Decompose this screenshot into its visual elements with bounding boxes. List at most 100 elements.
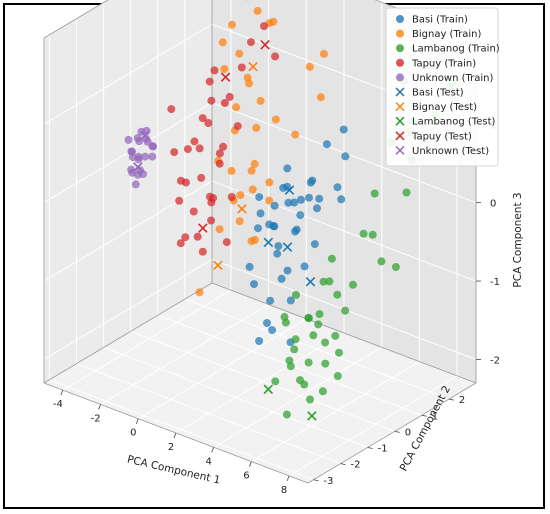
train-point-marker: [318, 387, 327, 396]
train-point-marker: [263, 319, 271, 327]
train-point-marker: [254, 224, 262, 233]
series-tapuy-train: [167, 22, 280, 256]
train-point-marker: [274, 242, 283, 251]
series-bignay-test: [213, 61, 258, 270]
train-point-marker: [284, 198, 293, 207]
train-point-marker: [339, 125, 348, 134]
train-point-marker: [266, 296, 275, 305]
legend-entry: Tapuy (Test): [395, 131, 472, 142]
tick-mark: [448, 398, 454, 401]
train-point-marker: [247, 38, 255, 47]
train-point-marker: [198, 114, 207, 123]
y-tick-label: -2: [351, 460, 361, 471]
legend-label: Bignay (Test): [412, 102, 477, 113]
train-point-marker: [253, 6, 262, 15]
train-point-marker: [321, 359, 330, 368]
train-point-marker: [228, 20, 236, 29]
train-point-marker: [131, 180, 140, 189]
train-point-marker: [321, 338, 330, 347]
test-point-marker: [307, 411, 317, 421]
train-point-marker: [148, 142, 157, 151]
train-point-marker: [269, 222, 278, 230]
y-tick-label: 0: [405, 427, 411, 438]
legend: Basi (Train) Bignay (Train) Lambanog (Trai…: [385, 7, 500, 167]
legend-entry: Lambanog (Train): [396, 44, 500, 55]
legend-entry: Basi (Test): [395, 87, 464, 99]
legend-entry: Lambanog (Test): [395, 116, 495, 128]
train-point-marker: [331, 331, 340, 340]
train-point-marker: [291, 130, 300, 139]
train-point-marker: [327, 254, 336, 263]
train-point-marker: [270, 201, 279, 210]
train-point-marker: [220, 99, 229, 107]
legend-label: Tapuy (Train): [411, 58, 476, 69]
train-point-marker: [248, 185, 257, 194]
train-point-marker: [215, 159, 224, 168]
legend-entry: Unknown (Test): [395, 145, 489, 157]
train-point-marker: [314, 320, 323, 329]
train-point-marker: [300, 262, 309, 271]
train-point-marker: [333, 183, 342, 192]
train-point-marker: [175, 196, 184, 205]
train-point-marker: [277, 274, 286, 283]
train-point-marker: [359, 229, 368, 238]
grid-line: [76, 363, 341, 465]
train-point-marker: [282, 410, 291, 419]
axis-edge: [43, 282, 213, 384]
train-point-marker: [308, 176, 317, 185]
train-point-marker: [292, 290, 300, 299]
train-point-marker: [183, 145, 192, 154]
train-point-marker: [285, 356, 294, 365]
train-point-marker: [305, 62, 314, 71]
train-point-marker: [197, 173, 206, 182]
legend-box: [385, 7, 499, 167]
test-point-marker: [263, 384, 274, 395]
train-point-marker: [207, 96, 216, 105]
train-point-marker: [245, 262, 254, 271]
axis-edge: [211, 282, 477, 384]
x-tick-label: -2: [91, 413, 101, 424]
train-point-marker: [268, 326, 277, 335]
train-point-marker: [245, 79, 253, 88]
train-point-marker: [227, 193, 236, 201]
grid-line: [43, 180, 213, 282]
test-point-marker: [237, 204, 247, 214]
train-point-marker: [252, 123, 261, 132]
x-tick-label: 8: [281, 485, 287, 496]
grid-line: [251, 361, 420, 463]
train-point-marker: [256, 96, 265, 105]
grid-line: [288, 375, 458, 477]
legend-label: Lambanog (Test): [412, 117, 495, 128]
train-point-marker: [237, 63, 246, 72]
train-point-marker: [250, 280, 258, 289]
legend-entry: Bignay (Train): [396, 29, 481, 40]
train-point-marker: [319, 49, 328, 58]
legend-dot-marker: [396, 15, 404, 23]
train-point-marker: [325, 277, 334, 286]
tick-mark: [286, 475, 290, 482]
train-point-marker: [290, 198, 299, 207]
train-point-marker: [291, 335, 300, 344]
train-point-marker: [247, 166, 256, 175]
test-point-marker: [284, 185, 295, 195]
train-point-marker: [315, 310, 324, 319]
train-point-marker: [333, 290, 342, 299]
train-point-marker: [273, 249, 282, 258]
z-axis-label: PCA Component 3: [512, 192, 524, 287]
test-point-marker: [305, 277, 316, 287]
grid-line: [130, 330, 395, 432]
train-point-marker: [316, 93, 325, 102]
grid-line: [175, 332, 345, 434]
x-tick-label: 2: [168, 442, 174, 453]
train-point-marker: [297, 195, 305, 204]
tick-mark: [421, 414, 427, 417]
train-point-marker: [198, 247, 207, 256]
train-point-marker: [319, 277, 328, 286]
train-point-marker: [139, 170, 148, 179]
train-point-marker: [190, 137, 199, 146]
train-point-marker: [222, 238, 231, 247]
train-point-marker: [232, 103, 241, 112]
train-point-marker: [271, 377, 280, 386]
train-point-marker: [341, 306, 350, 315]
legend-dot-marker: [396, 29, 404, 38]
